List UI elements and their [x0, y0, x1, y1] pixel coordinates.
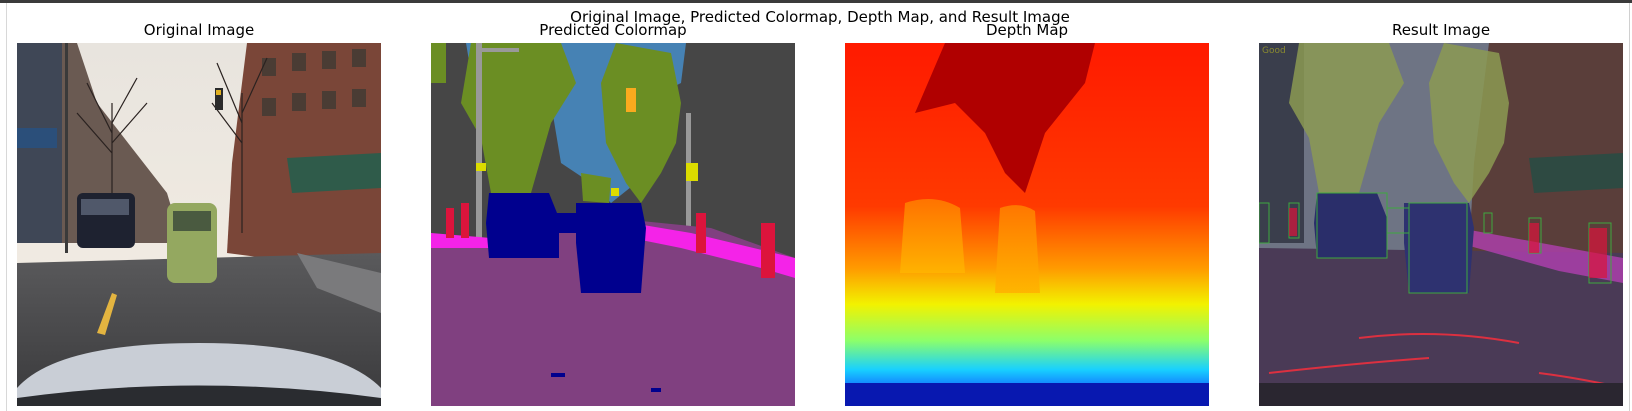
depth-map — [845, 43, 1209, 406]
figure-suptitle: Original Image, Predicted Colormap, Dept… — [570, 8, 1070, 26]
original-image — [17, 43, 381, 406]
panel-title-depth: Depth Map — [985, 21, 1069, 39]
result-overlay-text: Good — [1262, 46, 1286, 56]
predicted-colormap — [431, 43, 795, 406]
output-right-border — [1629, 3, 1630, 411]
panel-title-colormap: Predicted Colormap — [539, 21, 687, 39]
cell-top-border — [0, 0, 1632, 3]
panel-title-result: Result Image — [1391, 21, 1491, 39]
panel-title-original: Original Image — [143, 21, 255, 39]
result-image: Good — [1259, 43, 1623, 406]
output-left-border — [6, 3, 7, 411]
